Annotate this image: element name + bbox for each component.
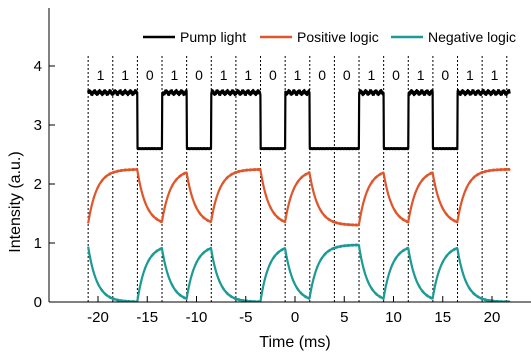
- axes: [48, 8, 531, 303]
- bit-label: 0: [343, 67, 351, 83]
- bit-label: 0: [269, 67, 277, 83]
- x-tick-label: -5: [239, 309, 252, 326]
- bit-label: 1: [97, 67, 105, 83]
- legend: Pump light Positive logic Negative logic: [143, 29, 516, 45]
- y-axis-label: Intensity (a.u.): [7, 151, 24, 252]
- bit-label: 1: [367, 67, 375, 83]
- y-tick-label: 4: [34, 58, 42, 75]
- x-tick-label: -10: [186, 309, 208, 326]
- x-tick-label: 5: [340, 309, 348, 326]
- x-tick-label: 10: [385, 309, 402, 326]
- series-line-negative-logic: [87, 243, 511, 302]
- y-tick-label: 0: [34, 294, 42, 311]
- legend-label-negative-logic: Negative logic: [428, 29, 516, 45]
- series-line-positive-logic: [87, 167, 511, 227]
- x-tick-label: -20: [87, 309, 109, 326]
- bit-label: 0: [146, 67, 154, 83]
- x-axis-label: Time (ms): [259, 334, 330, 351]
- x-tick-label: -15: [136, 309, 158, 326]
- series-layer: [87, 88, 511, 302]
- x-tick-label: 0: [291, 309, 299, 326]
- legend-label-positive-logic: Positive logic: [297, 29, 379, 45]
- y-tick-label: 2: [34, 176, 42, 193]
- y-ticks: 0 1 2 3 4: [34, 58, 55, 311]
- x-tick-label: 20: [484, 309, 501, 326]
- bit-label: 1: [417, 67, 425, 83]
- bit-label: 0: [195, 67, 203, 83]
- bit-label: 0: [392, 67, 400, 83]
- bit-label: 1: [294, 67, 302, 83]
- series-line-pump-light: [87, 88, 511, 151]
- bit-label: 1: [466, 67, 474, 83]
- y-tick-label: 3: [34, 117, 42, 134]
- bit-label: 0: [441, 67, 449, 83]
- y-tick-label: 1: [34, 235, 42, 252]
- bit-label: 1: [244, 67, 252, 83]
- bit-label: 1: [491, 67, 499, 83]
- x-ticks: -20 -15 -10 -5 0 5 10 15 20: [87, 296, 500, 326]
- bit-label: 0: [318, 67, 326, 83]
- bit-label: 1: [170, 67, 178, 83]
- x-tick-label: 15: [434, 309, 451, 326]
- legend-label-pump-light: Pump light: [180, 29, 246, 45]
- bit-label: 1: [220, 67, 228, 83]
- bit-label: 1: [121, 67, 129, 83]
